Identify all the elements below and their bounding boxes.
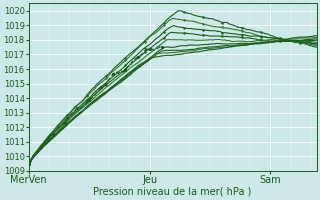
X-axis label: Pression niveau de la mer( hPa ): Pression niveau de la mer( hPa ) (93, 187, 252, 197)
